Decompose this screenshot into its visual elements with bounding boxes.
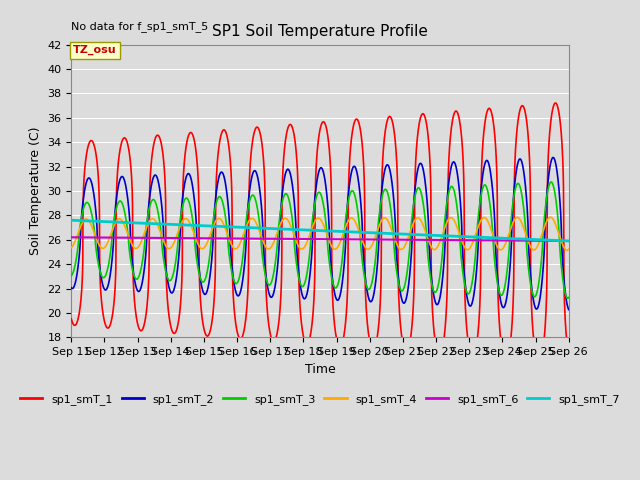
sp1_smT_2	[309, 218, 317, 224]
sp1_smT_6	[93, 235, 100, 240]
sp1_smT_4	[550, 219, 558, 225]
sp1_smT_6	[459, 237, 467, 243]
Y-axis label: Soil Temperature (C): Soil Temperature (C)	[29, 127, 42, 255]
sp1_smT_7	[296, 227, 304, 233]
Text: TZ_osu: TZ_osu	[73, 45, 116, 55]
sp1_smT_7	[459, 234, 467, 240]
sp1_smT_3	[550, 187, 558, 192]
Line: sp1_smT_2: sp1_smT_2	[71, 157, 569, 310]
sp1_smT_1	[535, 360, 543, 366]
sp1_smT_3	[296, 280, 304, 286]
sp1_smT_1	[565, 353, 573, 359]
sp1_smT_7	[565, 238, 573, 244]
Title: SP1 Soil Temperature Profile: SP1 Soil Temperature Profile	[212, 24, 428, 39]
sp1_smT_4	[565, 246, 573, 252]
sp1_smT_3	[309, 211, 317, 217]
sp1_smT_6	[565, 238, 573, 244]
sp1_smT_1	[550, 101, 558, 107]
sp1_smT_4	[459, 241, 467, 247]
sp1_smT_4	[93, 237, 100, 242]
sp1_smT_4	[296, 245, 304, 251]
sp1_smT_7	[550, 238, 558, 243]
sp1_smT_1	[296, 303, 304, 309]
sp1_smT_3	[93, 251, 100, 257]
Line: sp1_smT_3: sp1_smT_3	[71, 182, 569, 298]
sp1_smT_2	[550, 156, 558, 162]
sp1_smT_6	[309, 236, 317, 242]
X-axis label: Time: Time	[305, 362, 335, 375]
sp1_smT_1	[309, 309, 317, 314]
sp1_smT_2	[93, 219, 100, 225]
sp1_smT_1	[459, 154, 467, 160]
sp1_smT_3	[67, 273, 75, 279]
sp1_smT_4	[67, 245, 75, 251]
sp1_smT_3	[565, 295, 573, 300]
sp1_smT_2	[296, 280, 304, 286]
sp1_smT_7	[93, 218, 100, 224]
sp1_smT_2	[67, 285, 75, 291]
sp1_smT_1	[93, 156, 100, 162]
sp1_smT_1	[552, 100, 559, 106]
sp1_smT_2	[550, 156, 558, 161]
sp1_smT_7	[550, 238, 558, 243]
sp1_smT_6	[550, 238, 558, 244]
Text: No data for f_sp1_smT_5: No data for f_sp1_smT_5	[71, 21, 209, 32]
sp1_smT_3	[550, 188, 558, 194]
sp1_smT_4	[563, 247, 571, 253]
Line: sp1_smT_4: sp1_smT_4	[71, 217, 569, 250]
sp1_smT_7	[309, 228, 317, 233]
sp1_smT_4	[309, 222, 317, 228]
sp1_smT_2	[549, 155, 557, 160]
sp1_smT_4	[547, 215, 554, 220]
sp1_smT_3	[564, 295, 572, 301]
Line: sp1_smT_7: sp1_smT_7	[71, 220, 569, 241]
sp1_smT_2	[459, 255, 467, 261]
sp1_smT_6	[550, 238, 558, 244]
sp1_smT_6	[296, 236, 304, 242]
sp1_smT_3	[459, 270, 467, 276]
sp1_smT_1	[67, 316, 75, 322]
sp1_smT_4	[550, 218, 558, 224]
sp1_smT_2	[565, 307, 573, 312]
sp1_smT_1	[550, 101, 558, 107]
sp1_smT_6	[67, 234, 75, 240]
Legend: sp1_smT_1, sp1_smT_2, sp1_smT_3, sp1_smT_4, sp1_smT_6, sp1_smT_7: sp1_smT_1, sp1_smT_2, sp1_smT_3, sp1_smT…	[16, 390, 624, 409]
Line: sp1_smT_1: sp1_smT_1	[71, 103, 569, 363]
sp1_smT_7	[67, 217, 75, 223]
Line: sp1_smT_6: sp1_smT_6	[71, 237, 569, 241]
sp1_smT_3	[547, 179, 555, 185]
